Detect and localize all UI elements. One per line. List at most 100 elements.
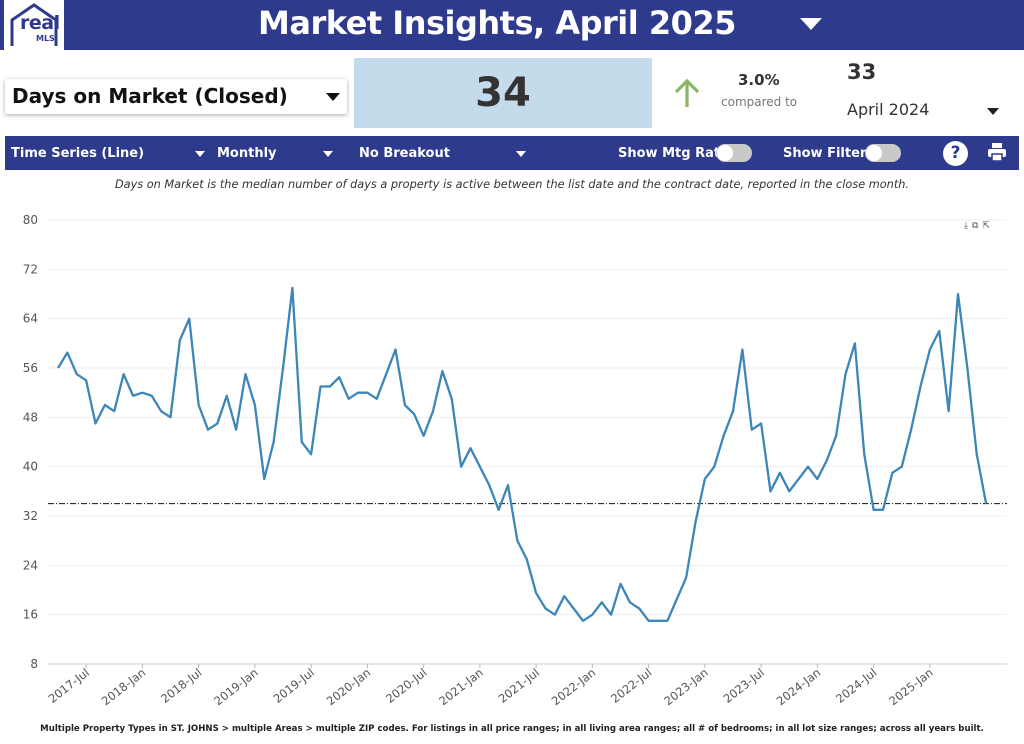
data-point bbox=[702, 476, 708, 482]
x-axis-tick-labels: 2017-Jul 2018-Jan 2018-Jul 2019-Jan 2019-Jul… bbox=[46, 664, 936, 708]
realmls-logo[interactable]: real MLS bbox=[4, 0, 64, 50]
share-icon[interactable]: ⇱ bbox=[982, 221, 990, 231]
data-point bbox=[139, 390, 145, 396]
data-point bbox=[383, 371, 389, 377]
data-point bbox=[786, 488, 792, 494]
show-mtg-rate-toggle[interactable] bbox=[716, 144, 752, 162]
data-point bbox=[196, 402, 202, 408]
data-point bbox=[964, 365, 970, 371]
y-tick-label: 56 bbox=[23, 361, 38, 375]
y-tick-label: 16 bbox=[23, 608, 38, 622]
chevron-down-icon bbox=[323, 151, 333, 157]
data-point bbox=[814, 476, 820, 482]
x-tick-label: 2021-Jul bbox=[496, 665, 542, 706]
data-point bbox=[411, 411, 417, 417]
data-point bbox=[468, 445, 474, 451]
filter-summary-footer: Multiple Property Types in ST. JOHNS > m… bbox=[40, 724, 984, 734]
data-point bbox=[271, 439, 277, 445]
x-tick-label: 2025-Jan bbox=[886, 665, 935, 708]
data-point bbox=[533, 590, 539, 596]
data-point bbox=[674, 596, 680, 602]
data-point bbox=[402, 402, 408, 408]
compared-to-label: compared to bbox=[721, 95, 798, 109]
toggle-knob bbox=[866, 145, 882, 161]
house-logo-icon bbox=[10, 3, 58, 46]
y-tick-label: 24 bbox=[23, 558, 38, 572]
data-point bbox=[636, 606, 642, 612]
data-point bbox=[899, 464, 905, 470]
data-point bbox=[664, 618, 670, 624]
interval-dropdown[interactable]: Monthly bbox=[217, 136, 341, 170]
data-point bbox=[833, 433, 839, 439]
data-point bbox=[430, 408, 436, 414]
data-point bbox=[739, 347, 745, 353]
x-tick-label: 2019-Jul bbox=[271, 665, 317, 706]
data-point bbox=[693, 519, 699, 525]
x-tick-label: 2023-Jul bbox=[721, 665, 767, 706]
kpi-value-box: 34 bbox=[354, 58, 652, 128]
x-tick-label: 2022-Jul bbox=[608, 665, 654, 706]
data-point bbox=[871, 507, 877, 513]
breakout-dropdown[interactable]: No Breakout bbox=[359, 136, 531, 170]
data-point bbox=[552, 612, 558, 618]
data-point bbox=[93, 421, 99, 427]
data-point bbox=[580, 618, 586, 624]
x-tick-label: 2023-Jan bbox=[661, 665, 710, 708]
show-filters-toggle[interactable] bbox=[865, 144, 901, 162]
x-tick-label: 2019-Jan bbox=[211, 665, 260, 708]
data-point bbox=[889, 470, 895, 476]
x-tick-label: 2021-Jan bbox=[436, 665, 485, 708]
data-point bbox=[233, 427, 239, 433]
data-point bbox=[458, 464, 464, 470]
metric-description: Days on Market is the median number of d… bbox=[114, 178, 909, 191]
data-point bbox=[130, 393, 136, 399]
data-point bbox=[168, 414, 174, 420]
chart-gridlines bbox=[48, 219, 1007, 665]
data-point bbox=[880, 507, 886, 513]
data-point bbox=[505, 482, 511, 488]
data-point bbox=[158, 408, 164, 414]
data-point bbox=[599, 599, 605, 605]
data-point bbox=[393, 347, 399, 353]
x-tick-label: 2020-Jul bbox=[383, 665, 429, 706]
data-point bbox=[64, 350, 70, 356]
data-point bbox=[364, 390, 370, 396]
data-point bbox=[514, 538, 520, 544]
print-icon[interactable] bbox=[987, 142, 1007, 162]
data-point bbox=[646, 618, 652, 624]
download-icon[interactable]: ⤓ bbox=[964, 221, 968, 231]
data-point bbox=[486, 482, 492, 488]
data-point bbox=[936, 328, 942, 334]
data-point bbox=[908, 427, 914, 433]
data-point bbox=[805, 464, 811, 470]
metric-dropdown[interactable]: Days on Market (Closed) bbox=[5, 79, 347, 114]
data-point bbox=[224, 393, 230, 399]
data-point bbox=[711, 464, 717, 470]
data-point bbox=[55, 365, 61, 371]
data-point bbox=[327, 384, 333, 390]
data-point bbox=[589, 612, 595, 618]
data-point bbox=[102, 402, 108, 408]
chart-type-dropdown[interactable]: Time Series (Line) bbox=[11, 136, 207, 170]
data-point bbox=[627, 599, 633, 605]
comparison-period-label: April 2024 bbox=[847, 100, 930, 119]
comparison-period-dropdown[interactable]: April 2024 bbox=[847, 100, 1007, 124]
data-point bbox=[121, 371, 127, 377]
copy-icon[interactable]: ⧉ bbox=[971, 221, 979, 231]
data-point bbox=[149, 393, 155, 399]
data-point bbox=[946, 408, 952, 414]
data-point bbox=[974, 451, 980, 457]
data-point bbox=[852, 340, 858, 346]
data-point bbox=[496, 507, 502, 513]
y-tick-label: 40 bbox=[23, 460, 38, 474]
logo-text: real bbox=[20, 12, 60, 34]
data-point bbox=[918, 384, 924, 390]
y-tick-label: 8 bbox=[30, 657, 38, 671]
x-tick-label: 2022-Jan bbox=[549, 665, 598, 708]
period-dropdown-caret-icon[interactable] bbox=[800, 18, 822, 30]
x-tick-label: 2024-Jan bbox=[774, 665, 823, 708]
y-tick-label: 32 bbox=[23, 509, 38, 523]
x-tick-label: 2017-Jul bbox=[46, 665, 92, 706]
y-axis-tick-labels: 8 16 24 32 40 48 56 64 72 80 bbox=[23, 213, 38, 671]
help-icon[interactable]: ? bbox=[943, 141, 968, 166]
